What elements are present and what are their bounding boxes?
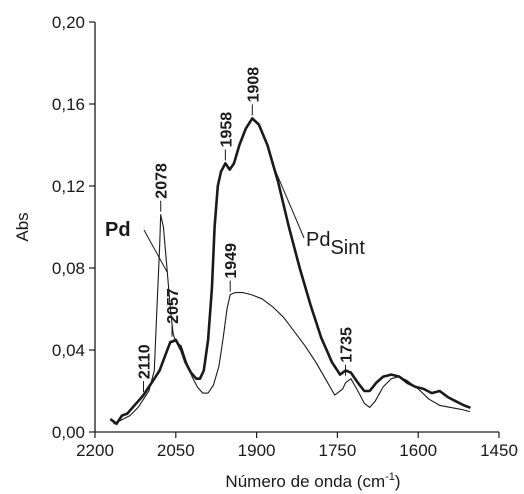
x-axis-title-close: ) [395, 472, 401, 491]
series-layer [109, 117, 471, 426]
peak-annotations: 2110 2078 2057 1958 1908 1949 1735 [137, 67, 356, 393]
x-tick-label: 1750 [318, 441, 356, 460]
y-tick-label: 0,12 [52, 177, 85, 196]
series-label-pd-sint-leader [274, 169, 305, 239]
y-tick-label: 0,08 [52, 259, 85, 278]
x-ticks: 2200 2050 1900 1750 1600 1450 [76, 432, 518, 460]
series-label-pd-leader [143, 229, 168, 273]
x-axis-title-superscript: -1 [385, 471, 395, 483]
y-tick-label: 0,04 [52, 341, 85, 360]
peak-annotation-label: 1958 [218, 112, 235, 148]
peak-annotation-label: 2110 [137, 344, 154, 379]
y-axis-title: Abs [13, 212, 32, 241]
x-tick-label: 2050 [157, 441, 195, 460]
series-line-pd [113, 214, 470, 425]
peak-annotation-label: 2078 [154, 163, 171, 199]
y-tick-label: 0,00 [52, 423, 85, 442]
series-labels: Pd PdSint [105, 169, 365, 273]
y-tick-label: 0,16 [52, 95, 85, 114]
series-label-pd: Pd [105, 219, 131, 241]
x-tick-label: 1600 [399, 441, 437, 460]
x-axis-title-main: Número de onda (cm [225, 472, 385, 491]
x-axis: 2200 2050 1900 1750 1600 1450 [76, 431, 518, 460]
series-label-pd-sint: PdSint [306, 229, 365, 259]
peak-annotation-label: 1908 [245, 67, 262, 103]
x-tick-label: 1900 [238, 441, 276, 460]
series-line-pd-sint [109, 117, 471, 426]
peak-annotation-label: 2057 [165, 288, 182, 324]
peak-annotation-label: 1949 [223, 243, 240, 279]
peak-annotation-label: 1735 [339, 327, 356, 363]
x-tick-label: 1450 [480, 441, 518, 460]
y-ticks: 0,00 0,04 0,08 0,12 0,16 0,20 [52, 13, 95, 442]
x-tick-label: 2200 [76, 441, 114, 460]
y-axis: 0,00 0,04 0,08 0,12 0,16 0,20 [52, 13, 96, 442]
x-axis-title: Número de onda (cm-1) [225, 471, 400, 491]
y-tick-label: 0,20 [52, 13, 85, 32]
